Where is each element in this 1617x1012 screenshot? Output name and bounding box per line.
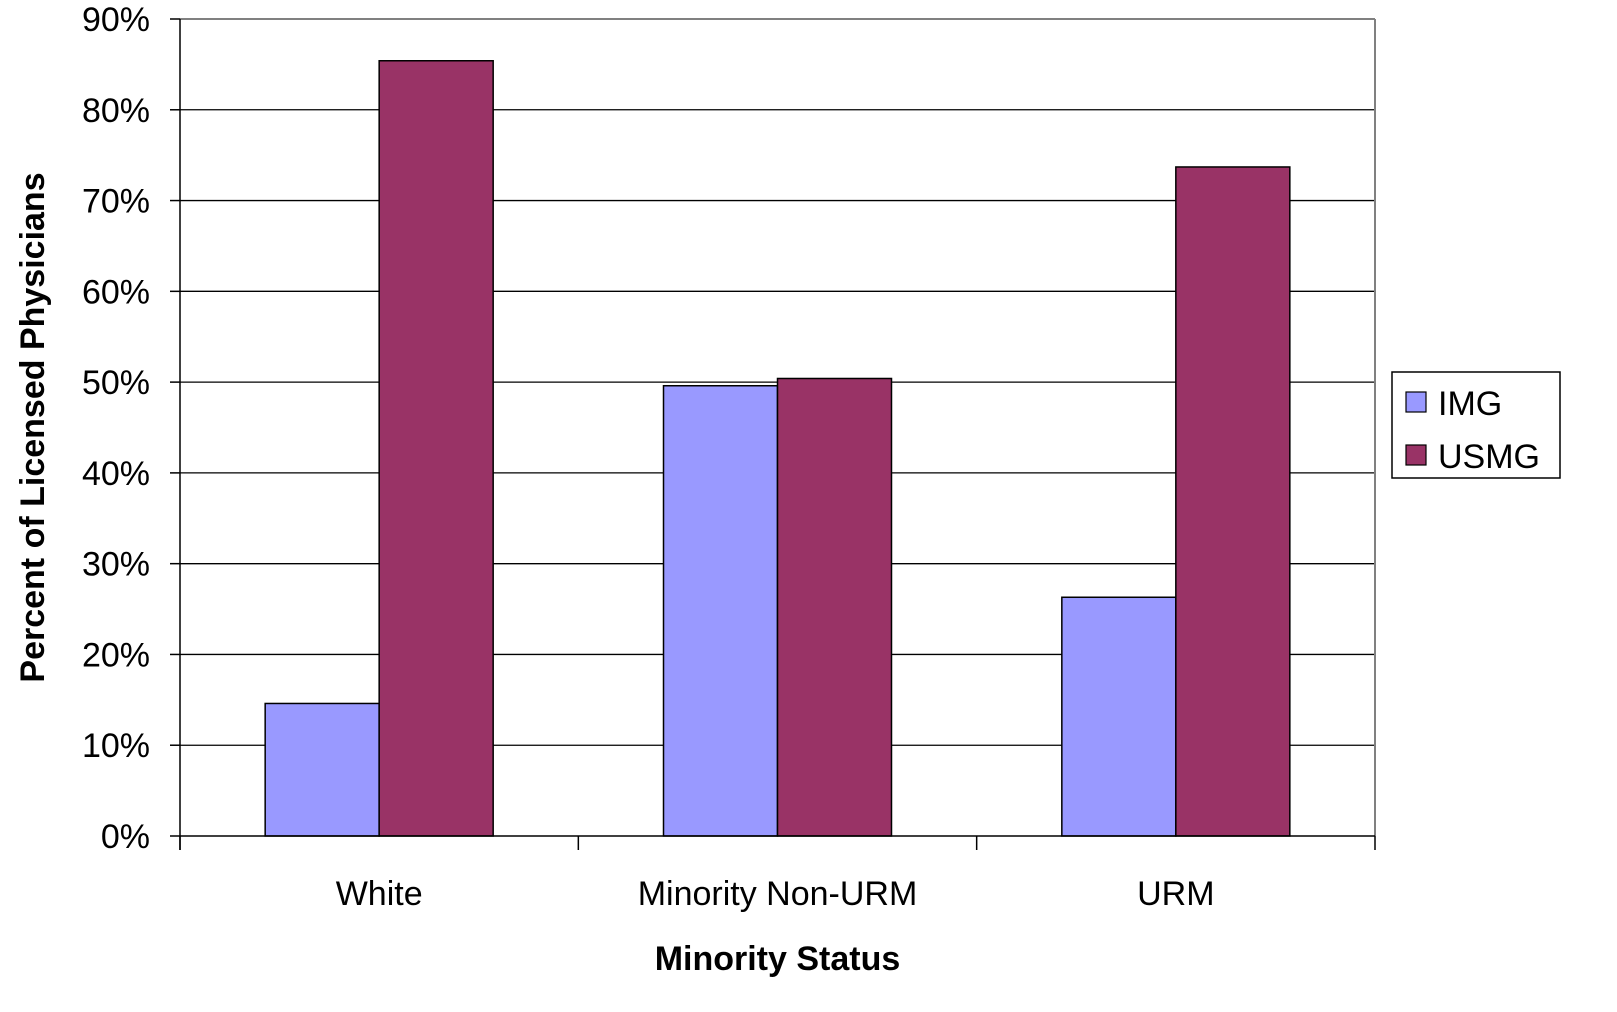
y-axis-title: Percent of Licensed Physicians [14,172,52,682]
y-tick-label: 30% [82,546,150,584]
x-axis-title: Minority Status [655,940,901,978]
bar-usmg-minority-non-urm [776,377,893,837]
x-tick-label: White [336,875,423,913]
y-tick-label: 80% [82,92,150,130]
y-tick-label: 90% [82,1,150,39]
bar-usmg-urm [1175,166,1291,837]
legend-swatch-usmg [1405,444,1427,466]
axes [179,18,1376,850]
bar-img-urm [1061,596,1177,837]
legend: IMG USMG [1391,371,1561,479]
y-tick-label: 40% [82,455,150,493]
legend-swatch-img [1405,391,1427,413]
y-tick-label: 0% [101,818,150,856]
y-tick-label: 50% [82,364,150,402]
bar-img-white [264,702,380,837]
x-tick-label: URM [1137,875,1214,913]
x-tick-label: Minority Non-URM [638,875,918,913]
legend-box [1391,371,1561,479]
y-tick-label: 60% [82,273,150,311]
y-tick-label: 20% [82,636,150,674]
bars [264,60,1291,837]
bar-img-minority-non-urm [662,384,779,837]
y-axis-ticks: 0% 10% 20% 30% 40% 50% 60% 70% 80% 90% [82,1,180,856]
y-tick-label: 70% [82,183,150,221]
y-tick-label: 10% [82,727,150,765]
legend-label-usmg: USMG [1438,438,1540,476]
legend-label-img: IMG [1438,385,1502,423]
x-axis-ticks: White Minority Non-URM URM [179,836,1376,913]
bar-usmg-white [378,60,494,837]
